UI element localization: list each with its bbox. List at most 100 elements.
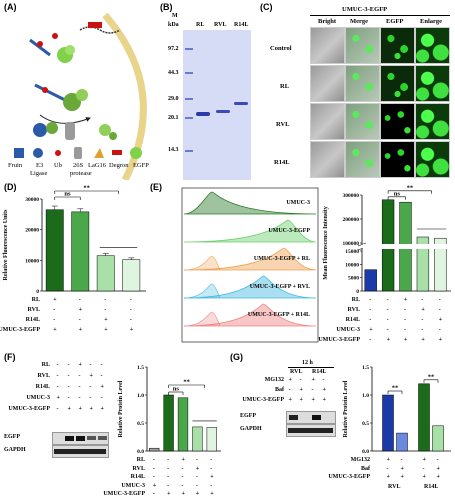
condition-label: UMUC-3-EGFP [8,406,50,412]
chart-g: 0.0 0.5 1.0 1.5 Relative Protein Level ** ** [343,365,451,455]
bar [364,269,377,292]
bar [163,394,174,452]
band-g-gapdh-label: GAPDH [240,426,262,432]
legend-fruin: Fruin [8,162,23,169]
condition-sign: + [152,482,157,489]
condition-sign: + [195,465,200,472]
condition-sign: - [89,395,92,401]
chart-d-conditions: RL + - - - RVL - + - - R14L - - + - UMUC-3-EGFP + + + + [0,297,150,347]
condition-sign: + [89,406,93,412]
condition-sign: - [78,384,81,390]
condition-sign: - [181,482,184,489]
degron-icon [88,22,102,28]
condition-sign: + [129,327,134,333]
condition-sign: + [167,491,171,497]
col-enlarge: Enlarge [420,18,443,25]
flow-label: UMUC-3-EGFP + R14L [248,312,310,318]
condition-sign: - [89,362,92,368]
condition-sign: - [181,465,184,472]
bar [96,255,115,292]
img-rvl-enlarge [415,103,450,140]
condition-label: RL [31,297,40,303]
condition-sign: + [436,474,440,480]
bar [149,447,160,452]
bar [206,427,217,452]
condition-label: R14L [25,317,40,323]
condition-sign: + [181,491,185,497]
condition-sign: + [322,397,326,403]
blot-f-egfp [52,432,109,445]
condition-sign: - [152,474,155,480]
condition-sign: - [56,406,59,412]
blot-f-conditions: RL - - + - - RVL - - - + - R14L - - - - + UMUC-3 + - - - - UMUC-… [0,362,110,422]
condition-sign: - [386,317,389,323]
condition-sign: - [53,317,56,323]
lane-label-r14l: R14L [234,22,249,28]
y-tick-label: 0.5 [362,421,369,427]
y-tick-label: 0.0 [137,449,144,455]
condition-sign: - [78,297,81,303]
condition-sign: - [422,465,425,472]
sig-ns: ns [394,190,401,197]
condition-label: UMUC-3 [26,395,50,401]
group-g-rvl: RVL [290,369,303,375]
lag16-icon [29,38,51,57]
condition-sign: - [78,395,81,401]
flow-histogram-secondary [183,255,221,271]
condition-sign: + [438,337,443,343]
img-rvl-bright [310,103,345,140]
col-bright: Bright [318,18,337,25]
condition-sign: + [422,457,426,463]
condition-sign: + [104,317,108,323]
condition-label: Baf [275,387,284,393]
time-label: 12 h [302,360,313,366]
condition-label: RL [136,457,145,463]
condition-sign: - [369,317,372,323]
sig-star: ** [183,379,190,386]
group-label-r14l: R14L [424,484,439,490]
sds-gel [183,30,251,180]
condition-label: RVL [37,373,50,379]
condition-sign: - [104,307,107,313]
flow-histogram [183,219,317,243]
legend-egfp: EGFP [133,162,149,169]
img-r14l-bright [310,141,345,178]
condition-sign: - [56,373,59,379]
img-control-enlarge [415,27,450,64]
condition-sign: - [438,297,441,303]
condition-sign: + [210,474,214,480]
bar [71,211,90,292]
bar [416,236,430,292]
chart-d: 0 10000 20000 30000 Relative Fluorescence Un… [3,185,146,295]
y-tick-label: 20000 [25,228,39,234]
condition-label: UMUC-3-EGFP [103,491,145,497]
blot-g-conditions: MG132 + - + - Baf - + - + UMUC-3-EGFP + + + + [228,377,338,407]
row-rvl: RVL [276,121,290,128]
condition-sign: - [404,327,406,333]
panel-b-label: (B) [160,2,173,12]
img-r14l-merge [345,141,380,178]
col-merge: Merge [350,18,369,25]
condition-sign: - [53,307,56,313]
img-rl-merge [345,65,380,102]
panel-a-label: (A) [4,2,17,12]
condition-sign: - [400,457,403,463]
y-axis-label: Mean Fluorescence Intensity [323,206,329,280]
y-tick-label: 5000 [348,276,359,282]
condition-sign: + [299,397,303,403]
condition-sign: - [288,387,291,393]
condition-sign: + [436,465,440,472]
bar [434,237,447,292]
y-tick-label: 0 [36,289,39,295]
flow-histogram-secondary [183,311,221,327]
y-tick-label: 10000 [25,258,39,264]
y-tick-label: 200000 [343,217,360,223]
flow-label: UMUC-3-EGFP + RL [254,256,310,262]
condition-sign: - [210,482,213,489]
flow-histogram [183,275,317,299]
kda-14: 14.3 [168,147,179,153]
condition-sign: - [195,474,198,480]
sig-star: ** [407,185,414,191]
sig-star-r14l: ** [428,373,435,380]
bar [418,383,430,452]
